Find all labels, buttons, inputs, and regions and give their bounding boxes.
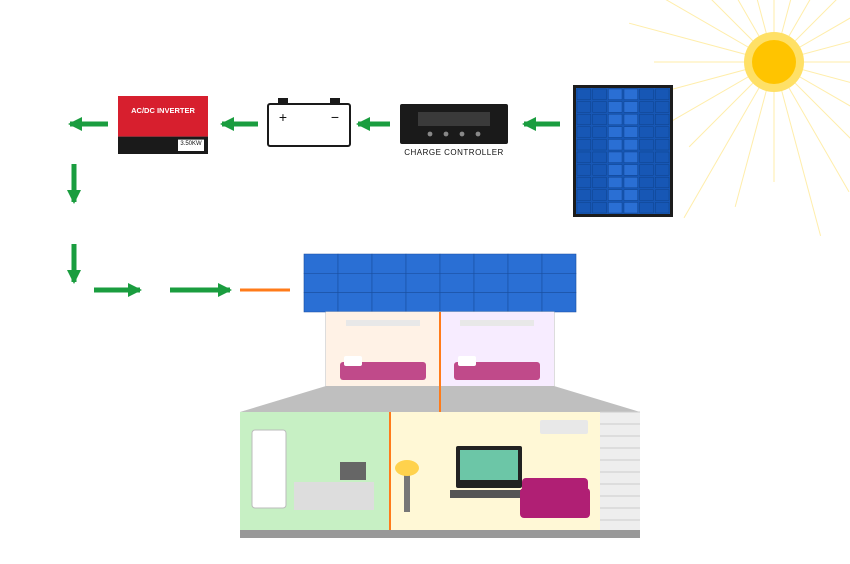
house xyxy=(240,254,640,538)
battery: +− xyxy=(268,98,350,146)
solar-panel xyxy=(573,85,673,217)
sun-core xyxy=(752,40,796,84)
svg-text:−: − xyxy=(331,109,339,125)
charge-controller xyxy=(400,104,508,144)
svg-text:+: + xyxy=(279,109,287,125)
